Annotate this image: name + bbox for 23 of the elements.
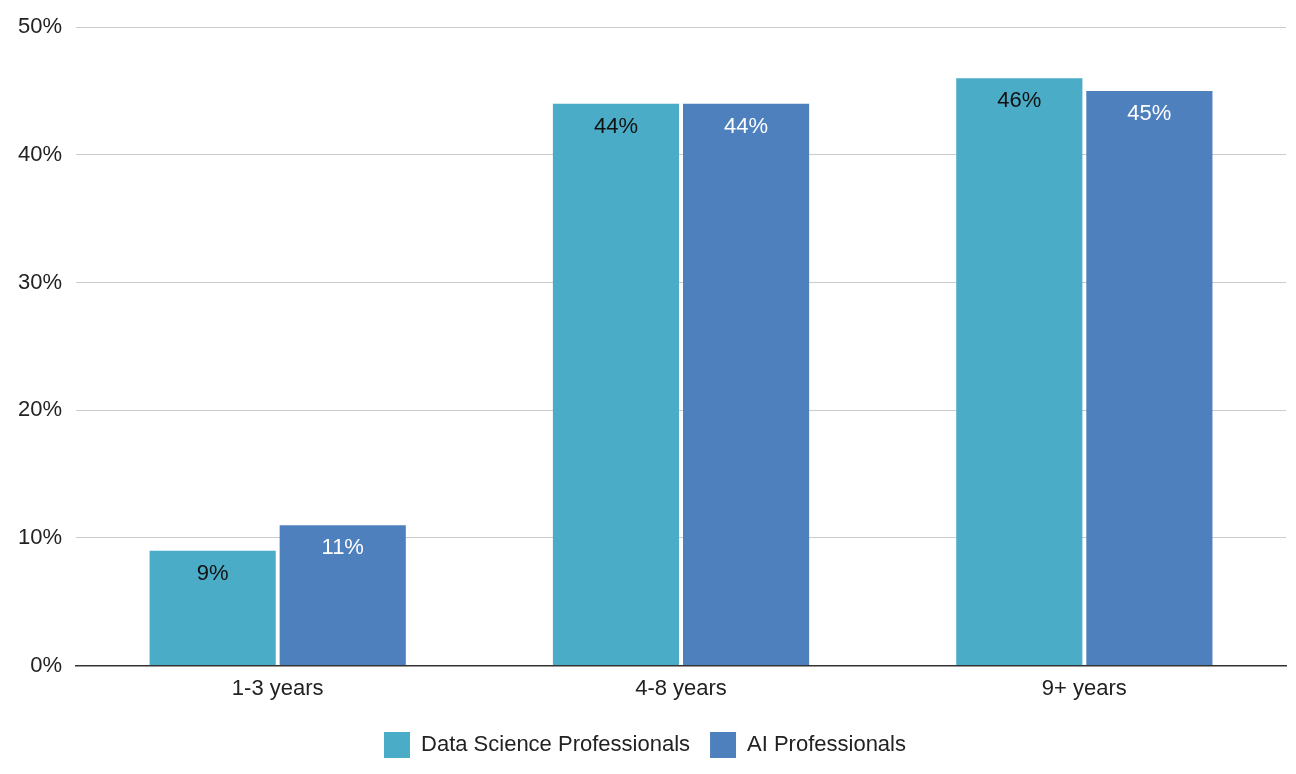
bar <box>956 78 1083 666</box>
bar <box>149 550 276 666</box>
data-label: 46% <box>997 87 1042 113</box>
y-tick-label: 10% <box>17 523 63 549</box>
bar <box>1086 91 1213 666</box>
legend-label: AI Professionals <box>747 731 906 757</box>
data-label: 45% <box>1127 100 1172 126</box>
data-label: 44% <box>593 112 638 138</box>
y-tick-label: 40% <box>17 140 63 166</box>
data-label: 11% <box>321 534 364 560</box>
y-tick-label: 50% <box>17 13 63 39</box>
bar <box>682 103 810 666</box>
y-tick-label: 0% <box>30 651 63 677</box>
x-tick-label: 9+ years <box>1041 674 1127 700</box>
y-tick-label: 30% <box>17 268 63 294</box>
bar <box>552 103 680 666</box>
data-label: 9% <box>196 559 229 585</box>
y-tick-label: 20% <box>17 396 63 422</box>
legend-label: Data Science Professionals <box>421 731 691 757</box>
bar <box>279 525 406 666</box>
x-tick-label: 4-8 years <box>635 674 727 700</box>
x-tick-label: 1-3 years <box>231 674 324 700</box>
data-label: 44% <box>724 112 769 138</box>
